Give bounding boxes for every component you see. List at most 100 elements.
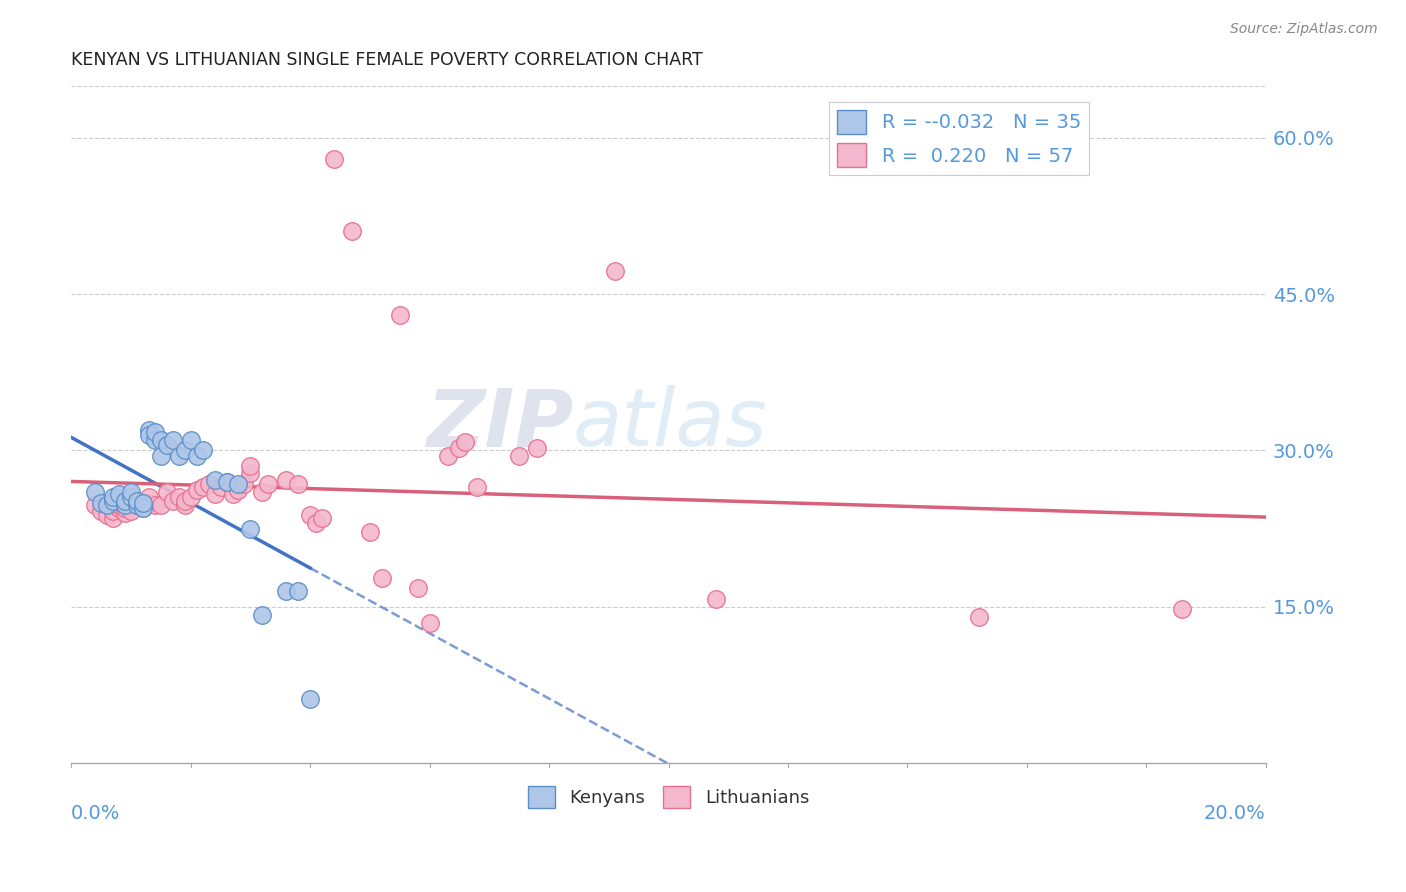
Point (252, 608, 274, 623)
Point (180, 491, 202, 505)
Point (101, 493, 124, 508)
Point (340, 225, 363, 239)
Point (204, 487, 226, 501)
Point (257, 476, 280, 491)
Point (108, 487, 131, 501)
Point (149, 433, 172, 447)
Point (156, 485, 179, 500)
Point (228, 476, 250, 491)
Point (388, 308, 411, 322)
Point (132, 500, 155, 515)
Text: 20.0%: 20.0% (1204, 804, 1265, 823)
Point (436, 449, 458, 463)
Point (138, 495, 160, 509)
Point (204, 473, 226, 487)
Point (125, 498, 148, 512)
Text: ZIP: ZIP (426, 385, 574, 463)
Point (138, 491, 160, 505)
Point (299, 691, 322, 706)
Point (173, 498, 195, 512)
Point (191, 480, 214, 494)
Point (359, 524, 381, 539)
Point (101, 491, 124, 505)
Point (526, 442, 548, 456)
Point (299, 508, 322, 522)
Point (967, 610, 990, 624)
Point (467, 480, 489, 494)
Point (114, 500, 136, 515)
Point (252, 485, 274, 500)
Point (149, 498, 172, 512)
Point (603, 264, 626, 278)
Point (125, 498, 148, 512)
Point (132, 500, 155, 515)
Point (101, 504, 124, 518)
Point (143, 498, 166, 512)
Point (371, 571, 394, 585)
Text: KENYAN VS LITHUANIAN SINGLE FEMALE POVERTY CORRELATION CHART: KENYAN VS LITHUANIAN SINGLE FEMALE POVER… (72, 51, 703, 69)
Point (114, 493, 136, 508)
Point (114, 506, 136, 520)
Point (84, 485, 107, 500)
Point (305, 516, 328, 531)
Point (120, 504, 142, 518)
Point (215, 475, 238, 489)
Point (149, 449, 172, 463)
Point (239, 467, 262, 481)
Point (114, 498, 136, 512)
Point (449, 442, 471, 456)
Point (276, 473, 298, 487)
Point (239, 459, 262, 474)
Point (186, 449, 208, 463)
Point (233, 476, 256, 491)
Legend: Kenyans, Lithuanians: Kenyans, Lithuanians (520, 779, 817, 815)
Point (704, 591, 727, 606)
Point (180, 433, 202, 447)
Point (287, 584, 309, 599)
Point (419, 615, 441, 630)
Point (132, 495, 155, 509)
Point (276, 584, 298, 599)
Point (197, 476, 219, 491)
Point (311, 511, 333, 525)
Point (143, 425, 166, 439)
Point (138, 423, 160, 437)
Point (120, 485, 142, 500)
Point (173, 443, 195, 458)
Point (108, 500, 131, 515)
Point (215, 475, 238, 489)
Point (156, 438, 179, 452)
Point (162, 433, 184, 447)
Point (209, 480, 232, 494)
Text: Source: ZipAtlas.com: Source: ZipAtlas.com (1230, 22, 1378, 37)
Point (186, 483, 208, 497)
Point (173, 493, 195, 508)
Point (90, 495, 112, 509)
Point (120, 491, 142, 505)
Point (108, 498, 131, 512)
Point (143, 433, 166, 447)
Point (125, 493, 148, 508)
Point (191, 443, 214, 458)
Point (228, 483, 250, 497)
Point (96, 508, 118, 522)
Point (138, 427, 160, 442)
Text: atlas: atlas (574, 385, 768, 463)
Point (406, 581, 429, 595)
Point (1171, 602, 1194, 616)
Point (323, 152, 346, 166)
Point (125, 493, 148, 508)
Point (84, 498, 107, 512)
Text: 0.0%: 0.0% (72, 804, 121, 823)
Point (167, 491, 190, 505)
Point (167, 449, 190, 463)
Point (101, 511, 124, 525)
Point (454, 435, 477, 450)
Point (287, 476, 309, 491)
Point (239, 522, 262, 536)
Point (90, 504, 112, 518)
Point (508, 449, 530, 463)
Point (96, 498, 118, 512)
Point (162, 493, 184, 508)
Point (221, 487, 243, 501)
